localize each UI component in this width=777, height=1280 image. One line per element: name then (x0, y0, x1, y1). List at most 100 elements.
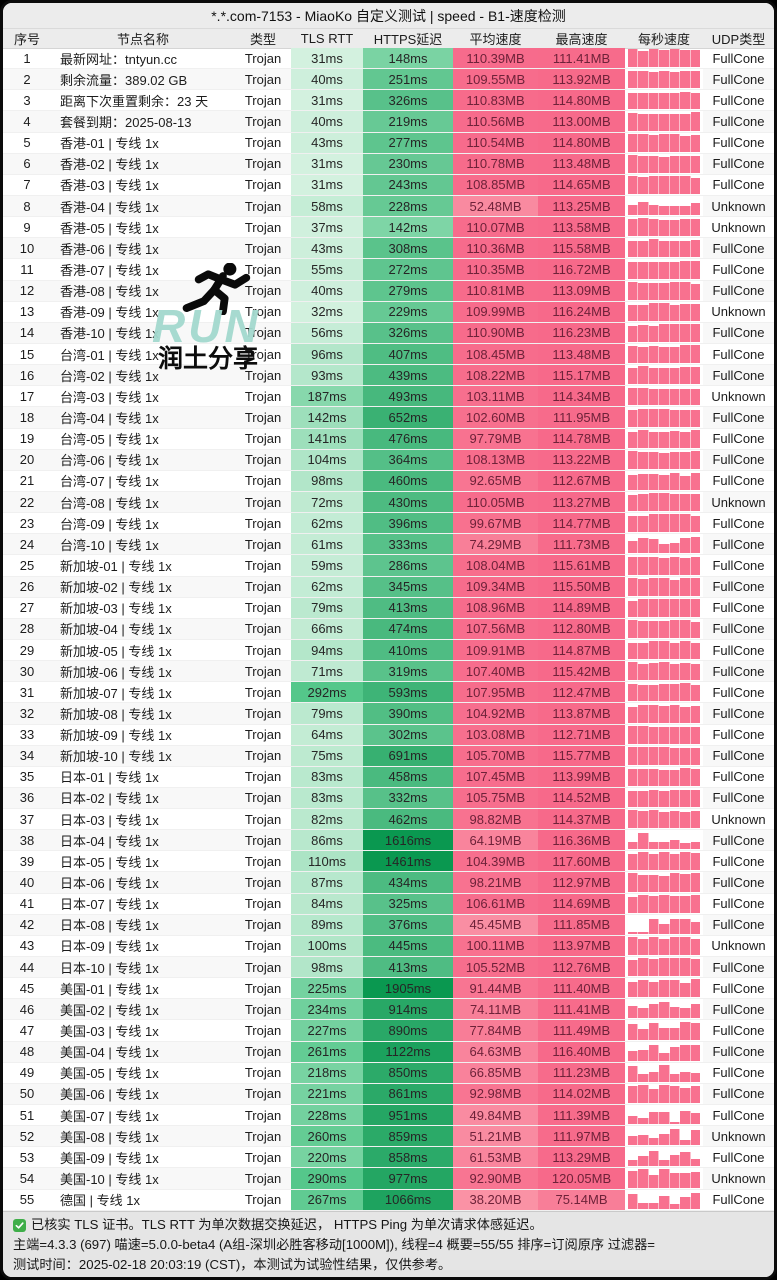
row-index: 11 (20, 261, 34, 277)
sparkline-bar (648, 282, 660, 300)
tls-rtt: 58ms (291, 195, 363, 217)
udp-type: FullCone (703, 238, 774, 259)
sparkline-bar (659, 1112, 670, 1125)
max-speed: 114.80MB (538, 90, 625, 111)
per-second-speed-sparkline (625, 154, 703, 174)
tls-rtt: 83ms (291, 766, 363, 787)
avg-speed: 107.45MB (453, 766, 538, 787)
sparkline-bar (680, 324, 691, 342)
sparkline-bar (659, 726, 670, 744)
sparkline-bar (680, 852, 691, 871)
sparkline-bar (638, 71, 649, 89)
sparkline-bar (648, 1111, 660, 1125)
row-index: 36 (3, 787, 51, 809)
table-row: 55 德国 | 专线 1x Trojan 267ms 1066ms 38.20MB 75.1… (3, 1189, 774, 1211)
node-name: 美国-08 | 专线 1x (51, 1126, 235, 1147)
sparkline-bar (690, 516, 700, 533)
sparkline-bar (680, 1111, 691, 1125)
table-row: 8 香港-04 | 专线 1x Trojan 58ms 228ms 52.48MB 113.… (3, 195, 774, 218)
https-latency: 219ms (363, 111, 453, 132)
udp-type: FullCone (712, 853, 765, 869)
sparkline-bar (659, 1065, 670, 1082)
per-second-speed-sparkline (625, 259, 703, 279)
node-name: 美国-03 | 专线 1x (60, 1024, 159, 1040)
sparkline-bar (628, 1115, 639, 1125)
node-type: Trojan (244, 980, 282, 996)
sparkline-bar (690, 685, 700, 702)
max-speed: 120.05MB (538, 1168, 625, 1189)
sparkline-bar (680, 282, 691, 300)
tls-rtt: 79ms (291, 597, 363, 618)
avg-speed: 110.36MB (453, 238, 538, 259)
max-speed: 111.97MB (538, 1126, 625, 1147)
sparkline-bar (648, 432, 660, 448)
sparkline-bar (690, 599, 700, 617)
table-body: 1 最新网址：tntyun.cc Trojan 31ms 148ms 110.39MB 11… (3, 48, 774, 1211)
sparkline-bar (669, 727, 681, 744)
col-header-udp-type: UDP类型 (711, 32, 766, 47)
sparkline-bar (638, 493, 649, 512)
row-index: 49 (19, 1065, 35, 1081)
table-row: 49 美国-05 | 专线 1x Trojan 218ms 850ms 66.85MB 11… (3, 1062, 774, 1084)
table-row: 5 香港-01 | 专线 1x Trojan 43ms 277ms 110.54MB 114… (3, 132, 774, 154)
sparkline-bar (690, 790, 700, 808)
udp-type: FullCone (712, 769, 765, 785)
sparkline-bar (690, 810, 700, 829)
sparkline-bar (628, 219, 639, 237)
sparkline-bar (669, 430, 681, 448)
sparkline-bar (690, 853, 700, 871)
sparkline-bar (648, 1138, 660, 1146)
sparkline-bar (669, 175, 681, 194)
sparkline-bar (638, 218, 649, 237)
sparkline-bar (638, 366, 649, 385)
max-speed: 113.25MB (538, 195, 625, 217)
sparkline-bar (648, 514, 660, 533)
node-name: 套餐到期：2025-08-13 (51, 111, 235, 132)
node-name: 台湾-10 | 专线 1x (51, 534, 235, 555)
sparkline-bar (690, 895, 700, 913)
sparkline-bar (638, 325, 649, 342)
max-speed: 111.41MB (538, 999, 625, 1020)
sparkline-bar (648, 621, 660, 638)
sparkline-bar (669, 1046, 681, 1061)
sparkline-bar (659, 599, 670, 617)
per-second-speed-sparkline (625, 69, 703, 89)
node-type: Trojan (235, 618, 291, 639)
node-name: 台湾-09 | 专线 1x (60, 516, 159, 532)
udp-type: FullCone (703, 153, 774, 174)
sparkline-bar (628, 642, 639, 660)
sparkline-bar (690, 177, 700, 194)
sparkline-bar (648, 134, 660, 152)
node-name: 香港-06 | 专线 1x (51, 238, 235, 259)
udp-type: FullCone (703, 69, 774, 90)
tls-rtt: 84ms (291, 893, 363, 914)
per-second-speed-sparkline (625, 555, 703, 575)
node-type: Trojan (235, 111, 291, 132)
avg-speed: 108.45MB (453, 343, 538, 365)
per-second-speed-sparkline (625, 48, 703, 68)
node-name: 距离下次重置剩余：23 天 (60, 93, 209, 109)
sparkline-bar (690, 873, 700, 892)
sparkline-bar (628, 619, 639, 638)
node-type: Trojan (244, 557, 282, 573)
sparkline-bar (638, 1074, 649, 1082)
sparkline-bar (690, 71, 700, 89)
udp-type: FullCone (712, 261, 765, 277)
avg-speed: 92.65MB (453, 470, 538, 491)
udp-type: FullCone (712, 50, 765, 66)
sparkline-bar (690, 219, 700, 237)
node-type: Trojan (244, 853, 282, 869)
node-type: Trojan (244, 811, 282, 827)
sparkline-bar (628, 1085, 639, 1104)
udp-type: FullCone (712, 1023, 765, 1039)
tls-rtt: 96ms (291, 343, 363, 365)
sparkline-bar (690, 1192, 700, 1209)
per-second-speed-sparkline (625, 598, 703, 618)
row-index: 25 (19, 557, 35, 573)
https-latency: 230ms (363, 153, 453, 174)
https-latency: 229ms (363, 301, 453, 322)
https-latency: 439ms (363, 365, 453, 386)
sparkline-bar (638, 408, 649, 427)
sparkline-bar (680, 982, 691, 998)
avg-speed: 106.61MB (453, 893, 538, 914)
